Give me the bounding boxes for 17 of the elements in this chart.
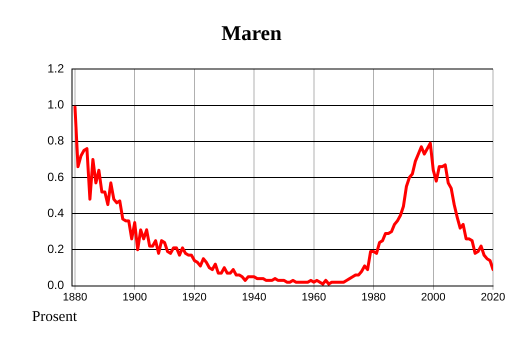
x-tick-label: 1960	[302, 291, 326, 304]
x-tick-label: 1920	[182, 291, 207, 304]
x-tick-label: 1880	[62, 291, 88, 304]
y-tick-label: 1.0	[47, 98, 64, 112]
y-tick-label: 1.2	[47, 62, 64, 76]
y-tick-label: 0.2	[47, 242, 64, 256]
x-tick-label: 2000	[421, 291, 446, 304]
y-tick-label: 0.0	[47, 278, 64, 292]
y-axis-title: Prosent	[32, 309, 77, 326]
x-tick-label: 2020	[480, 291, 506, 304]
chart-title: Maren	[221, 21, 282, 46]
y-tick-label: 0.4	[47, 206, 64, 220]
y-tick-label: 0.6	[47, 170, 64, 184]
x-tick-label: 1980	[361, 291, 386, 304]
x-tick-label: 1940	[242, 291, 266, 304]
y-tick-label: 0.8	[47, 134, 64, 148]
x-tick-label: 1900	[122, 291, 147, 304]
